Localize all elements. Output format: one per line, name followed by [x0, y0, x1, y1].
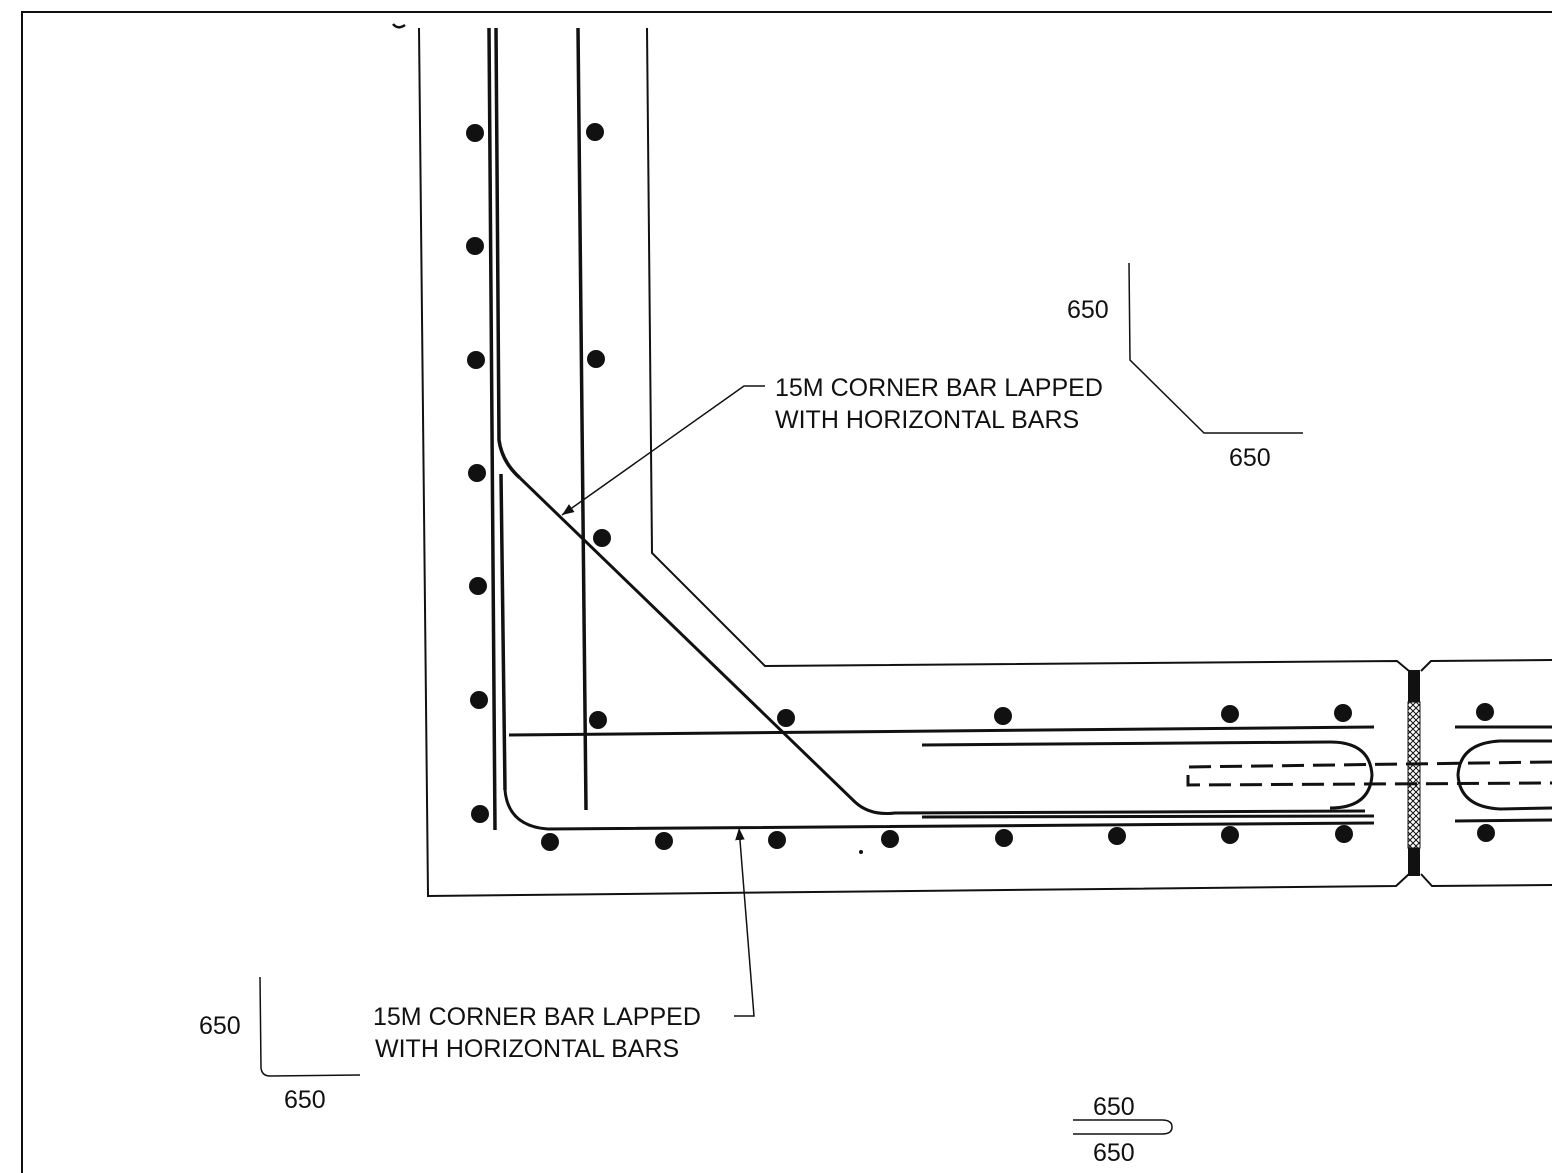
rebar-dot [466, 237, 484, 255]
upper-callout-line2: WITH HORIZONTAL BARS [775, 406, 1079, 434]
rebar-dot [1335, 825, 1353, 843]
bar-shape-corner-l-line [259, 976, 361, 1077]
bar-shape-corner-l: 650 650 [199, 976, 361, 1114]
bar-shape-corner-bent-horizontal-dim: 650 [1229, 444, 1271, 472]
upper-callout-leader [561, 385, 765, 516]
diagonal-corner-bar [518, 476, 1366, 815]
rebar-dot [587, 350, 605, 368]
rebar-dot [655, 832, 673, 850]
rebar-dot [1334, 704, 1352, 722]
partial-mark-top [392, 23, 406, 29]
bar-shape-corner-l-vertical-dim: 650 [199, 1012, 241, 1040]
joint-waterstop-top [1408, 670, 1420, 702]
upper-callout-line1: 15M CORNER BAR LAPPED [775, 374, 1103, 402]
rebar-dot [1108, 827, 1126, 845]
rebar-dot [589, 711, 607, 729]
rebar-dot [593, 529, 611, 547]
rebar-dot [467, 351, 485, 369]
rebar-dot [471, 805, 489, 823]
hairpin-bar-loop [1329, 740, 1374, 810]
bar-shape-corner-bent: 650 650 [1067, 262, 1303, 472]
bar-shape-hairpin-line [1073, 1119, 1173, 1135]
construction-joint [1407, 670, 1421, 876]
dowel-dashed-outline [1186, 760, 1552, 787]
lower-callout-line2: WITH HORIZONTAL BARS [375, 1035, 679, 1063]
joint-filler-hatched [1407, 701, 1421, 849]
rebar-dot [470, 691, 488, 709]
rebar-cross-sections [466, 123, 1495, 854]
rebar-dot [469, 577, 487, 595]
outer-face-right-segment [1420, 873, 1552, 888]
rebar-dot [995, 829, 1013, 847]
bottom-horizontal-bar-2 [921, 814, 1375, 819]
inner-wall-face-with-haunch [646, 27, 1410, 672]
bar-shape-corner-bent-line [1128, 262, 1303, 434]
outer-vertical-bar-1 [487, 27, 497, 831]
rebar-dot [466, 124, 484, 142]
inner-face-right-segment [1420, 659, 1552, 672]
lower-callout-line1: 15M CORNER BAR LAPPED [373, 1003, 701, 1031]
rebar-dot [1477, 824, 1495, 842]
right-hairpin-loop [1456, 739, 1552, 811]
bar-shape-corner-l-horizontal-dim: 650 [284, 1086, 326, 1114]
small-point-mark [859, 850, 863, 854]
rebar-dot [777, 709, 795, 727]
joint-waterstop-bottom [1408, 848, 1420, 876]
rebar-dot [1221, 705, 1239, 723]
outer-wall-face [418, 27, 1410, 898]
vertical-wall-bars [487, 27, 588, 831]
right-bottom-bar [1454, 818, 1552, 823]
outer-vertical-bar-2-bent [494, 27, 522, 480]
rebar-dot [541, 833, 559, 851]
rebar-dot [768, 831, 786, 849]
top-horizontal-bar-1 [508, 725, 1375, 737]
bar-shape-corner-bent-vertical-dim: 650 [1067, 296, 1109, 324]
horizontal-and-corner-bars [503, 476, 1552, 831]
rebar-dot [1221, 826, 1239, 844]
rebar-dot [881, 830, 899, 848]
rebar-dot [994, 707, 1012, 725]
inner-vertical-bar [576, 27, 588, 811]
rebar-dot [1476, 703, 1494, 721]
sheet-border [21, 11, 1552, 1173]
wall-concrete-outline [418, 27, 1552, 898]
bar-shape-hairpin: 650 650 [1073, 1093, 1173, 1167]
rebar-dot [586, 123, 604, 141]
lower-callout-leader [734, 827, 755, 1017]
callout-leaders [561, 385, 765, 1017]
top-horizontal-bar-2 [921, 740, 1331, 747]
lap-vertical-bar [499, 473, 507, 791]
dowel-bar-dashed [1186, 760, 1552, 787]
rebar-dot [468, 464, 486, 482]
corner-bar-l-shape [503, 789, 1375, 831]
bar-shape-hairpin-top-dim: 650 [1093, 1093, 1135, 1121]
bar-shape-hairpin-bottom-dim: 650 [1093, 1139, 1135, 1167]
